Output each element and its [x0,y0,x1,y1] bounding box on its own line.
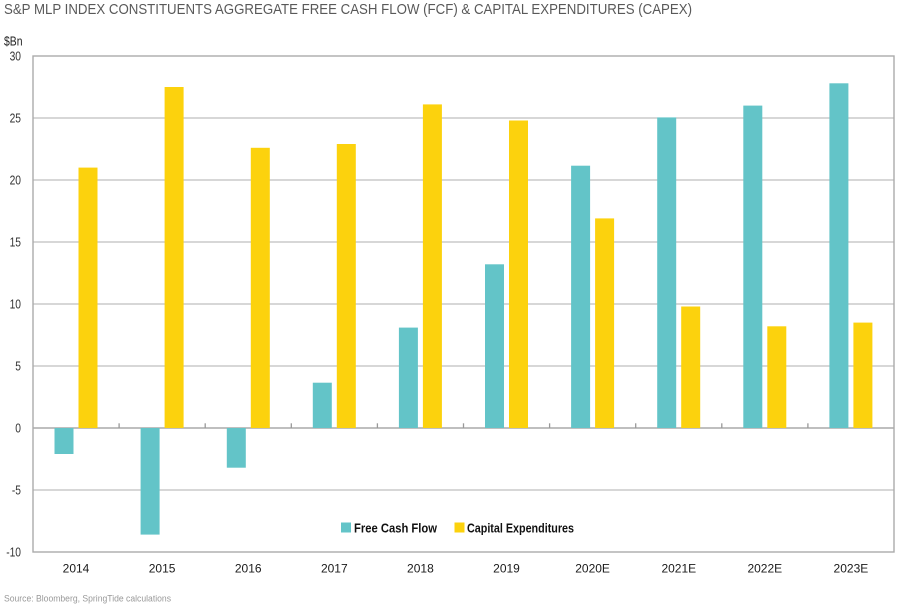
svg-text:2015: 2015 [149,562,176,576]
svg-text:20: 20 [10,173,21,188]
svg-text:25: 25 [10,111,21,126]
svg-text:2021E: 2021E [661,562,696,576]
svg-text:-5: -5 [12,483,21,498]
svg-text:2018: 2018 [407,562,434,576]
svg-text:15: 15 [10,235,21,250]
svg-text:Free Cash Flow: Free Cash Flow [354,520,438,535]
svg-text:5: 5 [15,359,21,374]
svg-text:30: 30 [10,49,21,64]
svg-text:2022E: 2022E [747,562,782,576]
svg-text:2023E: 2023E [834,562,869,576]
svg-text:$Bn: $Bn [4,33,23,48]
svg-text:2014: 2014 [63,562,90,576]
svg-text:10: 10 [10,297,21,312]
svg-text:2016: 2016 [235,562,262,576]
svg-text:2019: 2019 [493,562,520,576]
svg-text:Source: Bloomberg, SpringTide: Source: Bloomberg, SpringTide calculatio… [4,594,171,604]
svg-text:2020E: 2020E [575,562,610,576]
svg-text:0: 0 [15,421,21,436]
svg-text:Capital Expenditures: Capital Expenditures [467,520,574,535]
svg-text:S&P MLP INDEX CONSTITUENTS AGG: S&P MLP INDEX CONSTITUENTS AGGREGATE FRE… [4,2,692,18]
svg-text:-10: -10 [6,545,21,560]
svg-text:2017: 2017 [321,562,348,576]
